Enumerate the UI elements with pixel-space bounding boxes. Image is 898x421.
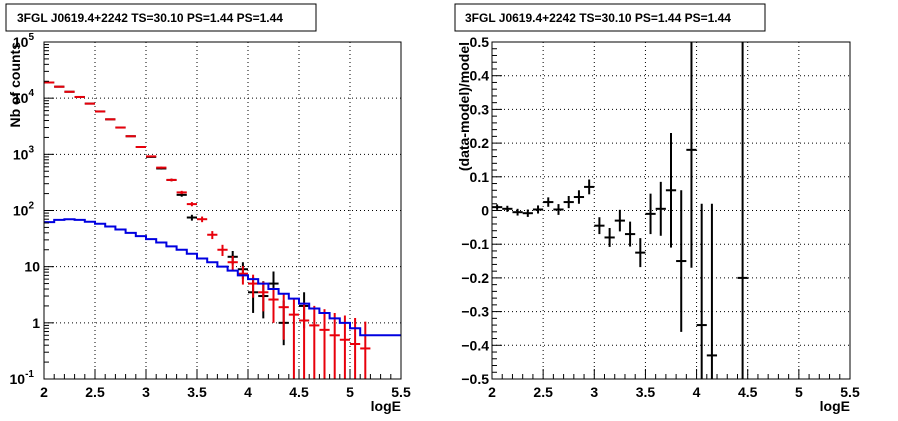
left-x-tick-label: 2.5 [85,384,105,400]
right-y-tick-label: −0.3 [461,304,489,320]
left-x-tick-label: 5.5 [391,384,411,400]
right-x-tick-label: 4 [693,384,701,400]
left-title-box [5,3,317,32]
right-y-tick-label: 0 [481,203,489,219]
right-x-tick-label: 5 [795,384,803,400]
right-y-tick-label: 0.1 [470,169,490,185]
right-y-tick-label: −0.5 [461,371,489,387]
left-x-tick-label: 4 [244,384,252,400]
left-y-axis-title: Nb of counts [7,42,23,128]
left-y-tick-label: 102 [13,201,35,219]
right-y-tick-label: −0.4 [461,337,489,353]
right-y-tick-labels: −0.5 −0.4 −0.3 −0.2 −0.1 0 0.1 0.2 0.3 0.4 0.5 [461,34,489,387]
left-y-tick-label: 10-1 [10,369,35,387]
right-ticks [491,41,851,380]
right-grid [492,42,850,379]
right-y-tick-label: −0.1 [461,236,489,252]
right-x-tick-label: 3.5 [636,384,656,400]
right-series [492,42,748,379]
right-y-tick-label: −0.2 [461,270,489,286]
left-ticks [43,41,402,380]
right-x-tick-label: 5.5 [840,384,860,400]
right-x-tick-label: 2 [488,384,496,400]
model-curve-blue [44,218,401,337]
residuals-panel: 3FGL J0619.4+2242 TS=30.10 PS=1.44 PS=1.… [454,3,860,414]
left-x-tick-label: 4.5 [289,384,309,400]
right-y-tick-label: 0.4 [470,68,490,84]
right-x-tick-label: 4.5 [738,384,758,400]
left-y-tick-label: 1 [32,315,40,331]
right-x-axis-title: logE [820,398,850,414]
left-x-axis-title: logE [371,398,401,414]
left-plot-frame [43,41,402,380]
left-series [44,81,401,379]
left-title: 3FGL J0619.4+2242 TS=30.10 PS=1.44 PS=1.… [17,11,283,25]
right-title: 3FGL J0619.4+2242 TS=30.10 PS=1.44 PS=1.… [465,11,731,25]
left-x-tick-label: 5 [346,384,354,400]
left-grid [44,42,401,379]
right-x-tick-labels: 2 2.5 3 3.5 4 4.5 5 5.5 [488,384,860,400]
right-y-tick-label: 0.5 [470,34,490,50]
right-x-tick-label: 2.5 [533,384,553,400]
right-y-tick-label: 0.2 [470,135,490,151]
left-x-tick-label: 2 [40,384,48,400]
right-title-box [454,3,766,32]
right-y-axis-title: (data-model)/model [456,42,472,171]
left-y-tick-label: 103 [13,144,35,162]
left-y-tick-label: 10 [24,259,40,275]
left-x-tick-label: 3 [142,384,150,400]
right-y-tick-label: 0.3 [470,101,490,117]
left-x-tick-label: 3.5 [187,384,207,400]
counts-panel: 3FGL J0619.4+2242 TS=30.10 PS=1.44 PS=1.… [5,3,411,414]
left-x-tick-labels: 2 2.5 3 3.5 4 4.5 5 5.5 [40,384,411,400]
right-x-tick-label: 3 [590,384,598,400]
